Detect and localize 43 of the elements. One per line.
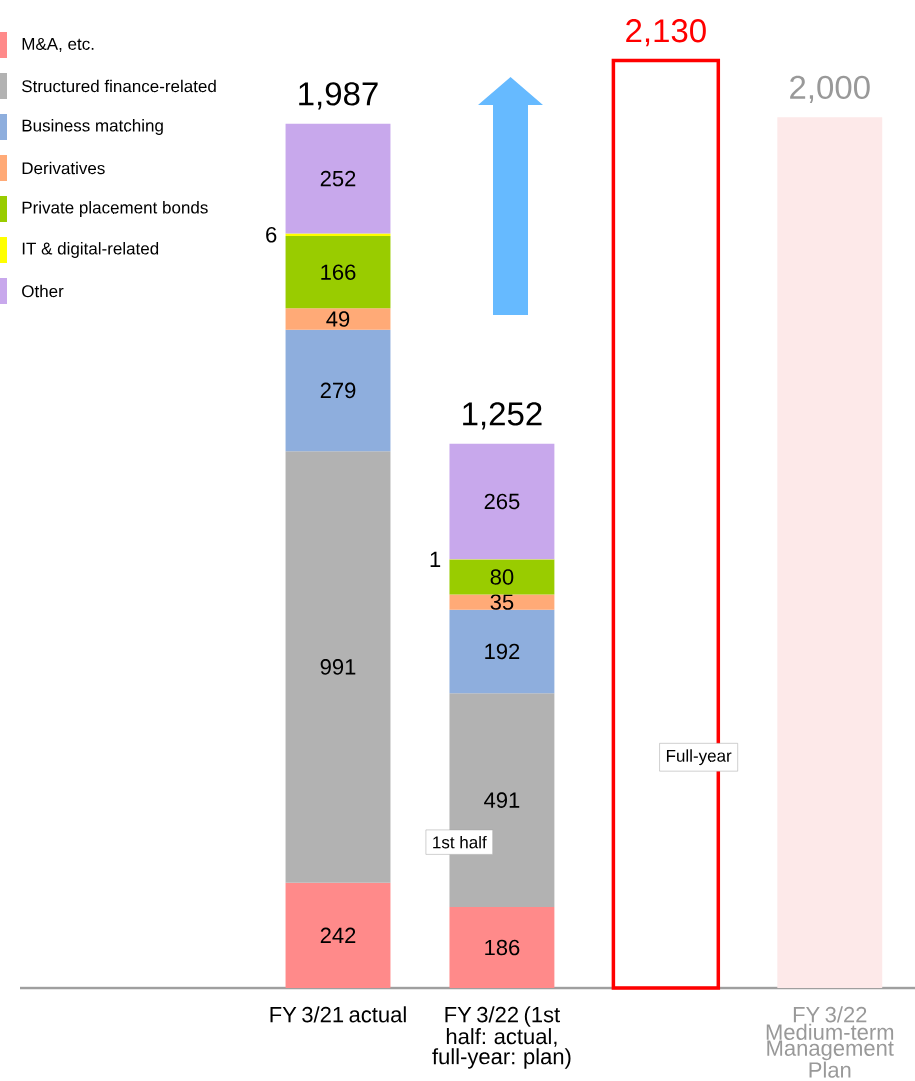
- total-label: 1,252: [463, 402, 542, 430]
- bar: [285, 451, 391, 883]
- data-label: 49: [326, 311, 350, 327]
- annotation: Full-year: [666, 749, 732, 766]
- data-label: 186: [485, 939, 520, 956]
- legend-label: Business matching: [22, 119, 163, 135]
- legend-label: Derivatives: [22, 161, 105, 175]
- total-label: 2,000: [790, 75, 870, 103]
- legend-label: Structured finance-related: [22, 79, 216, 93]
- data-label: 491: [484, 792, 520, 808]
- bar: [285, 236, 391, 309]
- bar: [449, 443, 555, 560]
- data-label: 35: [490, 594, 514, 610]
- data-label: 166: [321, 264, 356, 280]
- bar: [285, 329, 391, 452]
- bar: [285, 308, 391, 330]
- data-label: 192: [485, 643, 520, 660]
- data-label: 991: [320, 659, 356, 675]
- x-tick-label: FY 3/22 Medium-term Management Plan: [766, 1006, 894, 1078]
- data-label: 6: [266, 226, 277, 243]
- bar: [777, 117, 883, 988]
- data-label: 80: [490, 569, 514, 585]
- bar: [285, 233, 391, 237]
- bar: [449, 594, 555, 610]
- x-tick-label: FY 3/21 actual: [270, 1006, 406, 1023]
- total-label: 2,130: [626, 19, 706, 47]
- data-label: 265: [484, 493, 520, 510]
- bar: [285, 882, 391, 988]
- legend-label: Other: [22, 284, 64, 298]
- legend-label: Private placement bonds: [22, 201, 208, 217]
- legend-label: IT & digital-related: [22, 242, 159, 258]
- bar: [449, 559, 555, 595]
- data-label: 252: [320, 170, 356, 187]
- legend-label: M&A, etc.: [22, 38, 94, 52]
- x-tick-label: FY 3/22 (1st half: actual, full-year: plan): [432, 1006, 571, 1069]
- data-label: 242: [320, 927, 356, 943]
- total-label: 1,987: [299, 82, 378, 110]
- data-label: 279: [320, 382, 356, 399]
- bar: [449, 907, 555, 988]
- data-label: 1: [430, 551, 441, 567]
- bar: [449, 609, 555, 694]
- bar: [285, 123, 391, 234]
- annotation: 1st half: [433, 835, 487, 849]
